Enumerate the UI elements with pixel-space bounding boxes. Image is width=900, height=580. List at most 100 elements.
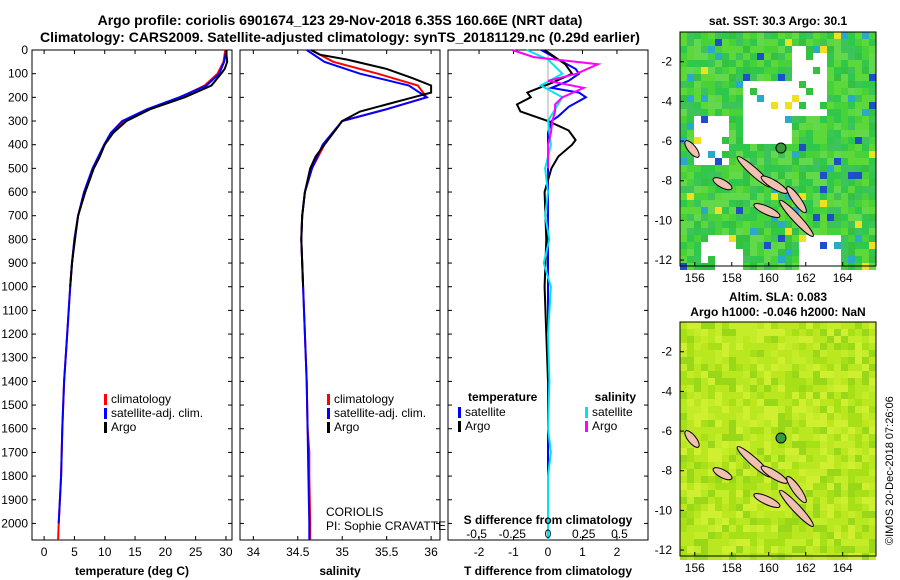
sla-map-subtitle: Argo h1000: -0.046 h2000: NaN bbox=[690, 305, 865, 319]
map-cell bbox=[701, 469, 708, 476]
map-cell bbox=[820, 504, 827, 511]
map-cell bbox=[694, 455, 701, 462]
island-shape bbox=[779, 489, 814, 527]
map-cell bbox=[701, 109, 708, 116]
map-cell bbox=[855, 378, 862, 385]
map-cell bbox=[841, 511, 848, 518]
s-diff-tick-label: -0.5 bbox=[466, 527, 487, 541]
map-cell bbox=[757, 413, 764, 420]
map-cell bbox=[862, 518, 869, 525]
map-cell bbox=[792, 179, 799, 186]
map-cell bbox=[799, 357, 806, 364]
map-cell bbox=[785, 46, 792, 53]
map-cell bbox=[827, 235, 834, 242]
map-cell bbox=[813, 427, 820, 434]
map-cell bbox=[848, 343, 855, 350]
map-cell bbox=[680, 221, 687, 228]
map-cell bbox=[715, 413, 722, 420]
map-cell bbox=[799, 476, 806, 483]
map-cell bbox=[813, 364, 820, 371]
map-cell bbox=[806, 539, 813, 546]
map-cell bbox=[701, 364, 708, 371]
map-cell bbox=[834, 186, 841, 193]
map-cell bbox=[792, 32, 799, 39]
map-cell bbox=[701, 420, 708, 427]
map-cell bbox=[869, 165, 876, 172]
map-cell bbox=[750, 406, 757, 413]
map-cell bbox=[806, 343, 813, 350]
map-cell bbox=[736, 504, 743, 511]
map-cell bbox=[701, 221, 708, 228]
lat-tick-label: -4 bbox=[661, 94, 672, 108]
map-cell bbox=[680, 490, 687, 497]
map-cell bbox=[855, 67, 862, 74]
map-cell bbox=[771, 455, 778, 462]
map-cell bbox=[855, 336, 862, 343]
map-cell bbox=[694, 88, 701, 95]
map-cell bbox=[848, 441, 855, 448]
map-cell bbox=[834, 109, 841, 116]
map-cell bbox=[869, 329, 876, 336]
map-cell bbox=[834, 504, 841, 511]
map-cell bbox=[715, 476, 722, 483]
map-cell bbox=[785, 109, 792, 116]
map-cell bbox=[687, 385, 694, 392]
map-cell bbox=[771, 525, 778, 532]
island-shape bbox=[760, 465, 788, 484]
map-cell bbox=[869, 511, 876, 518]
map-cell bbox=[792, 95, 799, 102]
map-cell bbox=[729, 399, 736, 406]
map-cell bbox=[708, 336, 715, 343]
map-cell bbox=[862, 228, 869, 235]
x-tick-label: 36 bbox=[424, 545, 438, 559]
map-cell bbox=[813, 95, 820, 102]
map-cell bbox=[687, 109, 694, 116]
map-cell bbox=[722, 249, 729, 256]
map-cell bbox=[736, 371, 743, 378]
map-cell bbox=[799, 392, 806, 399]
map-cell bbox=[736, 434, 743, 441]
map-cell bbox=[827, 123, 834, 130]
map-cell bbox=[715, 228, 722, 235]
map-cell bbox=[764, 151, 771, 158]
map-cell bbox=[855, 116, 862, 123]
map-cell bbox=[757, 158, 764, 165]
map-cell bbox=[862, 235, 869, 242]
map-cell bbox=[792, 546, 799, 553]
map-cell bbox=[722, 546, 729, 553]
map-cell bbox=[743, 336, 750, 343]
map-cell bbox=[764, 343, 771, 350]
map-cell bbox=[715, 420, 722, 427]
map-cell bbox=[848, 490, 855, 497]
map-cell bbox=[862, 546, 869, 553]
map-cell bbox=[750, 137, 757, 144]
map-cell bbox=[869, 336, 876, 343]
map-cell bbox=[820, 511, 827, 518]
map-cell bbox=[715, 137, 722, 144]
map-cell bbox=[764, 385, 771, 392]
map-cell bbox=[841, 151, 848, 158]
map-cell bbox=[813, 350, 820, 357]
map-cell bbox=[701, 130, 708, 137]
sal-legend-label: Argo bbox=[334, 420, 360, 434]
map-cell bbox=[862, 413, 869, 420]
map-cell bbox=[736, 102, 743, 109]
map-cell bbox=[694, 371, 701, 378]
map-cell bbox=[750, 46, 757, 53]
map-cell bbox=[743, 74, 750, 81]
map-cell bbox=[694, 158, 701, 165]
map-cell bbox=[848, 511, 855, 518]
map-cell bbox=[869, 350, 876, 357]
map-cell bbox=[806, 39, 813, 46]
map-cell bbox=[841, 102, 848, 109]
map-cell bbox=[771, 385, 778, 392]
map-cell bbox=[869, 504, 876, 511]
map-cell bbox=[848, 151, 855, 158]
map-cell bbox=[820, 109, 827, 116]
map-cell bbox=[757, 518, 764, 525]
map-cell bbox=[855, 109, 862, 116]
x-tick-label: 34 bbox=[247, 545, 261, 559]
map-cell bbox=[701, 434, 708, 441]
map-cell bbox=[729, 46, 736, 53]
map-cell bbox=[869, 67, 876, 74]
